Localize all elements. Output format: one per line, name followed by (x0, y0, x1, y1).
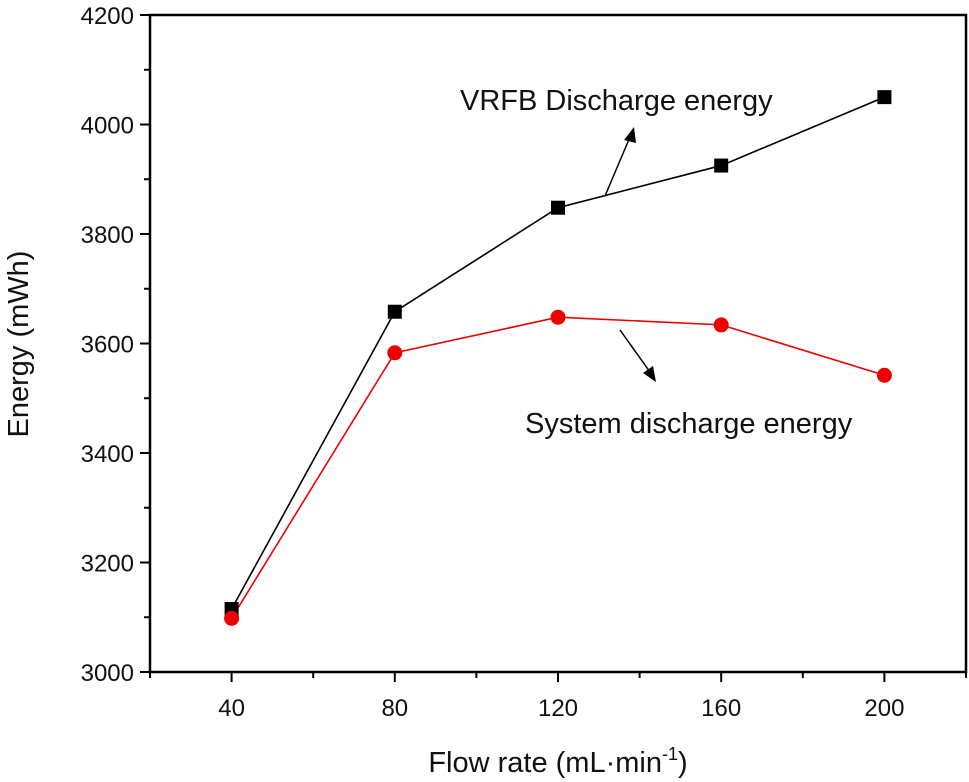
vrfb-series-label: VRFB Discharge energy (460, 85, 773, 117)
x-axis-label: Flow rate (mL·min-1) (428, 744, 687, 779)
x-tick-label: 80 (381, 695, 408, 722)
data-point-square (551, 200, 565, 215)
series-layer (224, 90, 892, 626)
y-tick-label: 3000 (81, 660, 134, 687)
vrfb-annotation-arrow (604, 136, 631, 197)
annotations: VRFB Discharge energy System discharge e… (460, 85, 853, 440)
y-tick-label: 3200 (81, 551, 134, 578)
data-point-circle (224, 610, 240, 626)
y-tick-label: 4000 (81, 113, 134, 140)
series-line-0 (230, 96, 885, 610)
data-point-square (877, 90, 892, 105)
vrfb-arrowhead (624, 127, 636, 143)
y-tick-label: 3400 (81, 441, 134, 468)
data-point-circle (876, 367, 892, 383)
axes: 3000 3200 3400 3600 3800 4000 4200 40 80 120 160 20… (81, 3, 968, 722)
data-point-circle (713, 317, 729, 333)
data-point-circle (387, 345, 403, 361)
data-point-square (387, 304, 402, 319)
data-point-circle (550, 309, 566, 325)
y-tick-label: 3800 (81, 222, 134, 249)
system-series-label: System discharge energy (525, 408, 853, 440)
y-axis-label: Energy (mWh) (3, 251, 35, 438)
system-arrowhead (643, 366, 656, 382)
x-tick-label: 200 (864, 695, 904, 722)
data-point-square (714, 158, 729, 173)
system-annotation-arrow (619, 329, 651, 373)
x-tick-label: 160 (701, 695, 741, 722)
x-tick-label: 120 (538, 695, 578, 722)
series-line-1 (230, 316, 885, 619)
y-tick-label: 3600 (81, 332, 134, 359)
y-tick-label: 4200 (81, 3, 134, 30)
x-tick-label: 40 (218, 695, 245, 722)
